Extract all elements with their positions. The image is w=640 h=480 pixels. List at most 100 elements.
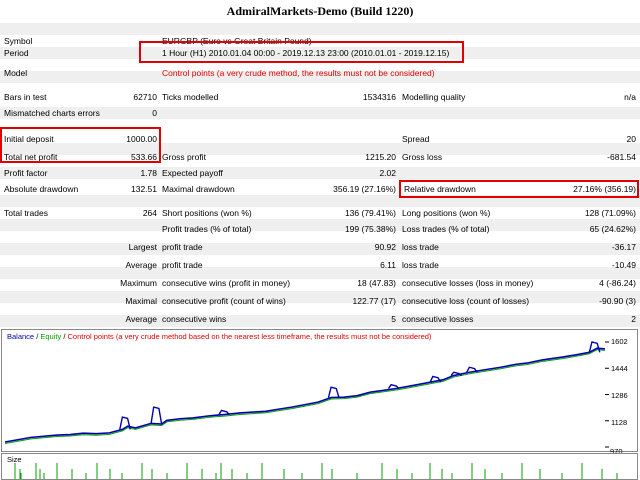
row-bg bbox=[0, 167, 640, 179]
balance-spike bbox=[327, 386, 340, 398]
trades-value: 264 bbox=[142, 208, 157, 218]
bars-label: Bars in test bbox=[4, 92, 47, 102]
average2-pvalue: 5 bbox=[391, 314, 396, 324]
size-label: Size bbox=[7, 455, 22, 464]
balance-spike bbox=[466, 366, 478, 373]
y-tick-label-bottom: 970 bbox=[610, 447, 623, 456]
largest-label: Largest bbox=[128, 242, 157, 252]
absdd-label: Absolute drawdown bbox=[4, 184, 79, 194]
maximum-llabel: consecutive losses (loss in money) bbox=[402, 278, 534, 288]
spread-label: Spread bbox=[402, 134, 430, 144]
row-bg bbox=[0, 219, 640, 231]
balance-line bbox=[4, 347, 606, 443]
spread-value: 20 bbox=[626, 134, 636, 144]
largest-llabel: loss trade bbox=[402, 242, 439, 252]
balance-spike bbox=[588, 341, 601, 353]
short-value: 136 (79.41%) bbox=[344, 208, 396, 218]
maxdd-label: Maximal drawdown bbox=[162, 184, 235, 194]
size-chart: Size bbox=[1, 453, 638, 480]
bars-value: 62710 bbox=[133, 92, 157, 102]
maximal-pvalue: 122.77 (17) bbox=[352, 296, 396, 306]
y-tick-label: 1128 bbox=[611, 418, 628, 427]
row-bg bbox=[0, 71, 640, 83]
balance-chart: Balance / Equity / Control points (a ver… bbox=[1, 329, 638, 452]
ticks-value: 1534316 bbox=[362, 92, 396, 102]
reldd-label: Relative drawdown bbox=[404, 184, 476, 194]
pfactor-value: 1.78 bbox=[140, 168, 157, 178]
chart-legend: Balance / Equity / Control points (a ver… bbox=[7, 332, 431, 341]
model-label: Model bbox=[4, 68, 28, 78]
maximum-pvalue: 18 (47.83) bbox=[357, 278, 396, 288]
legend-equity: Equity bbox=[40, 332, 62, 341]
deposit-highlight-box bbox=[0, 127, 161, 163]
quality-value: n/a bbox=[624, 92, 636, 102]
reldd-value: 27.16% (356.19) bbox=[573, 184, 636, 194]
row-bg bbox=[0, 107, 640, 119]
long-label: Long positions (won %) bbox=[402, 208, 491, 218]
average-lvalue: -10.49 bbox=[611, 260, 636, 270]
absdd-value: 132.51 bbox=[131, 184, 157, 194]
deposit-value: 1000.00 bbox=[126, 134, 157, 144]
maxdd-value: 356.19 (27.16%) bbox=[333, 184, 396, 194]
ltrades-label: Loss trades (% of total) bbox=[402, 224, 490, 234]
grossloss-value: -681.54 bbox=[607, 152, 636, 162]
row-bg bbox=[0, 315, 640, 327]
maximum-plabel: consecutive wins (profit in money) bbox=[162, 278, 291, 288]
long-value: 128 (71.09%) bbox=[584, 208, 636, 218]
ltrades-value: 65 (24.62%) bbox=[589, 224, 636, 234]
y-tick-label: 1286 bbox=[611, 391, 628, 400]
average-label: Average bbox=[125, 260, 157, 270]
maximal-llabel: consecutive loss (count of losses) bbox=[402, 296, 530, 306]
balance-spike bbox=[119, 416, 131, 430]
legend-note: Control points (a very crude method base… bbox=[67, 332, 432, 341]
mismatch-label: Mismatched charts errors bbox=[4, 108, 100, 118]
equity-line bbox=[4, 349, 606, 445]
maximum-lvalue: 4 (-86.24) bbox=[599, 278, 636, 288]
period-label: Period bbox=[4, 48, 29, 58]
balance-spike bbox=[450, 371, 462, 377]
symbol-label: Symbol bbox=[4, 36, 33, 46]
legend-sep: / bbox=[34, 332, 41, 341]
trades-label: Total trades bbox=[4, 208, 48, 218]
average2-label: Average bbox=[125, 314, 157, 324]
grossprofit-label: Gross profit bbox=[162, 152, 206, 162]
size-plot bbox=[14, 463, 618, 479]
balance-spike bbox=[387, 383, 400, 390]
netprofit-label: Total net profit bbox=[4, 152, 58, 162]
payoff-value: 2.02 bbox=[379, 168, 396, 178]
chart-plot bbox=[4, 341, 609, 448]
model-value: Control points (a very crude method, the… bbox=[162, 68, 435, 78]
maximal-lvalue: -90.90 (3) bbox=[599, 296, 636, 306]
maximal-plabel: consecutive profit (count of wins) bbox=[162, 296, 286, 306]
largest-plabel: profit trade bbox=[162, 242, 203, 252]
maximum-label: Maximum bbox=[120, 278, 157, 288]
average2-lvalue: 2 bbox=[631, 314, 636, 324]
average-plabel: profit trade bbox=[162, 260, 203, 270]
y-tick-label: 1444 bbox=[611, 364, 628, 373]
payoff-label: Expected payoff bbox=[162, 168, 223, 178]
maximal-label: Maximal bbox=[125, 296, 157, 306]
period-value: 1 Hour (H1) 2010.01.04 00:00 - 2019.12.1… bbox=[162, 48, 450, 58]
average-llabel: loss trade bbox=[402, 260, 439, 270]
reldd-highlight-box bbox=[399, 180, 639, 198]
ptrades-label: Profit trades (% of total) bbox=[162, 224, 252, 234]
average-pvalue: 6.11 bbox=[380, 260, 396, 270]
row-bg bbox=[0, 243, 640, 255]
deposit-label: Initial deposit bbox=[4, 134, 54, 144]
grossloss-label: Gross loss bbox=[402, 152, 443, 162]
report-title: AdmiralMarkets-Demo (Build 1220) bbox=[226, 4, 414, 18]
netprofit-value: 533.66 bbox=[131, 152, 157, 162]
legend-balance: Balance bbox=[7, 332, 35, 341]
balance-spike bbox=[218, 409, 230, 416]
average2-plabel: consecutive wins bbox=[162, 314, 227, 324]
balance-spike bbox=[150, 406, 163, 424]
row-bg bbox=[0, 23, 640, 35]
row-bg bbox=[0, 47, 640, 59]
ptrades-value: 199 (75.38%) bbox=[344, 224, 396, 234]
ticks-label: Ticks modelled bbox=[162, 92, 219, 102]
average2-llabel: consecutive losses bbox=[402, 314, 474, 324]
pfactor-label: Profit factor bbox=[4, 168, 48, 178]
largest-pvalue: 90.92 bbox=[374, 242, 396, 252]
largest-lvalue: -36.17 bbox=[611, 242, 636, 252]
row-bg bbox=[0, 291, 640, 303]
